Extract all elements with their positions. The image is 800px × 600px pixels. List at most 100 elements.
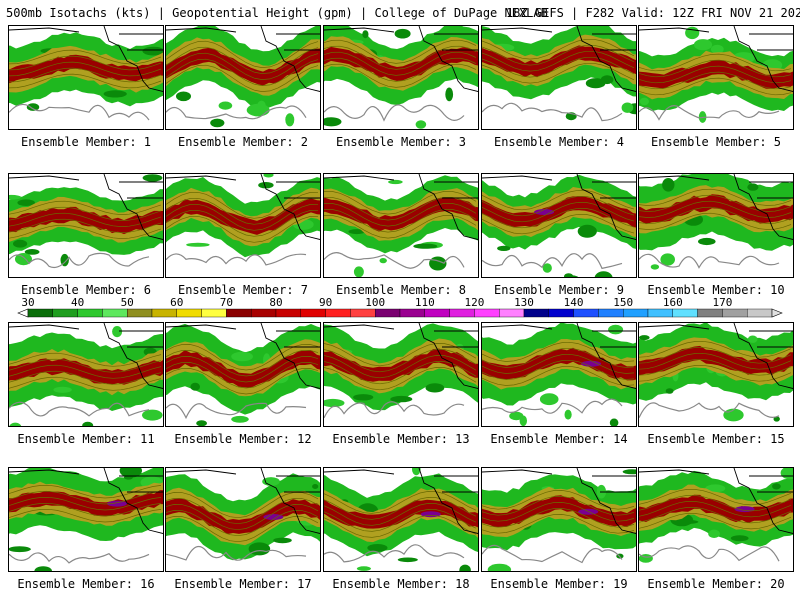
height-contour	[324, 491, 477, 514]
colorbar-tick-label: 110	[414, 296, 435, 309]
isotach-patch	[772, 483, 781, 490]
coastline-border	[639, 468, 793, 534]
isotach-patch	[564, 409, 572, 420]
height-contour	[166, 215, 319, 243]
height-contour	[166, 492, 319, 519]
isotach-map	[166, 26, 320, 128]
isotach-patch	[730, 535, 749, 542]
height-contour	[166, 350, 319, 377]
isotach-max	[263, 514, 284, 520]
height-contour	[9, 484, 162, 499]
colorbar-segment	[375, 308, 401, 318]
isotach-patch	[685, 26, 700, 40]
height-contour	[482, 508, 635, 528]
ensemble-map-panel	[481, 467, 637, 572]
isotach-patch	[26, 103, 40, 111]
isotach-patch	[142, 46, 163, 56]
ensemble-map-panel	[165, 467, 321, 572]
geopotential-contour	[324, 251, 465, 269]
isotach-patch	[542, 263, 552, 273]
coastline-border	[482, 323, 636, 389]
isotach-patch	[367, 544, 388, 552]
colorbar-segment	[598, 308, 624, 318]
isotach-map	[166, 468, 320, 561]
colorbar-segment	[697, 308, 723, 318]
height-contour	[324, 57, 477, 82]
height-contour	[166, 40, 319, 68]
isotach-patch	[257, 100, 266, 111]
height-contour	[639, 340, 792, 358]
colorbar-tick-label: 60	[170, 296, 184, 309]
coastline-border	[639, 26, 793, 92]
height-contour	[639, 194, 792, 212]
geopotential-contour	[639, 253, 780, 269]
height-contour	[9, 49, 162, 65]
isotach-patch	[324, 398, 345, 408]
isotach-patch	[17, 199, 35, 206]
ensemble-map-panel	[481, 25, 637, 130]
height-contour	[166, 368, 319, 395]
geopotential-contour	[166, 402, 307, 420]
isotach-patch	[176, 91, 191, 102]
isotach-patch	[585, 78, 606, 89]
height-contour	[9, 490, 162, 505]
ensemble-member-label: Ensemble Member: 4	[493, 135, 625, 149]
height-contour	[639, 352, 792, 370]
ensemble-member-label: Ensemble Member: 3	[335, 135, 467, 149]
height-contour	[324, 215, 477, 239]
height-contour	[9, 358, 162, 373]
height-contour	[639, 212, 792, 230]
isotach-map	[639, 26, 793, 123]
isotach-patch	[273, 537, 292, 544]
colorbar-segment	[201, 308, 227, 318]
height-contour	[482, 502, 635, 522]
height-contour	[9, 370, 162, 385]
isotach-map	[324, 174, 478, 277]
height-contour	[9, 224, 162, 239]
geopotential-contour	[482, 102, 623, 122]
isotach-patch	[356, 566, 371, 571]
colorbar-min-arrow	[17, 308, 29, 318]
ensemble-member-label: Ensemble Member: 17	[174, 577, 312, 591]
height-contour	[324, 361, 477, 385]
coastline-border	[166, 323, 320, 389]
isotach-patch	[639, 97, 649, 106]
height-contour	[639, 59, 792, 78]
colorbar-segment	[523, 308, 549, 318]
colorbar-segment	[449, 308, 475, 318]
colorbar-tick-label: 30	[21, 296, 35, 309]
isotach-patch	[231, 415, 249, 423]
isotach-patch	[675, 519, 699, 524]
isotach-map	[482, 468, 636, 571]
height-contour	[482, 201, 635, 223]
colorbar-segment	[350, 308, 376, 318]
isotach-jet-core	[9, 206, 163, 235]
isotach-patch	[388, 179, 403, 185]
coastline-border	[324, 174, 478, 240]
height-contour	[166, 52, 319, 80]
ensemble-member-label: Ensemble Member: 8	[335, 283, 467, 297]
coastline-border	[9, 323, 163, 389]
isotach-patch	[53, 386, 72, 393]
height-contour	[166, 504, 319, 531]
isotach-patch	[258, 182, 274, 189]
geopotential-contour	[324, 104, 465, 122]
isotach-patch	[210, 118, 225, 128]
isotach-patch	[665, 388, 674, 394]
isotach-field-mid	[324, 36, 478, 91]
height-contour	[166, 356, 319, 383]
height-contour	[482, 353, 635, 374]
colorbar-max-arrow	[771, 308, 783, 318]
isotach-map	[166, 174, 320, 266]
isotach-patch	[9, 546, 31, 553]
isotach-patch	[698, 237, 716, 246]
isotach-patch	[425, 383, 445, 393]
coastline-border	[482, 468, 636, 534]
isotach-patch	[413, 243, 438, 249]
isotach-patch	[82, 421, 94, 426]
height-contour	[482, 207, 635, 229]
isotach-patch	[594, 271, 613, 277]
height-contour	[166, 498, 319, 525]
colorbar-tick-label: 150	[613, 296, 634, 309]
height-contour	[9, 502, 162, 517]
